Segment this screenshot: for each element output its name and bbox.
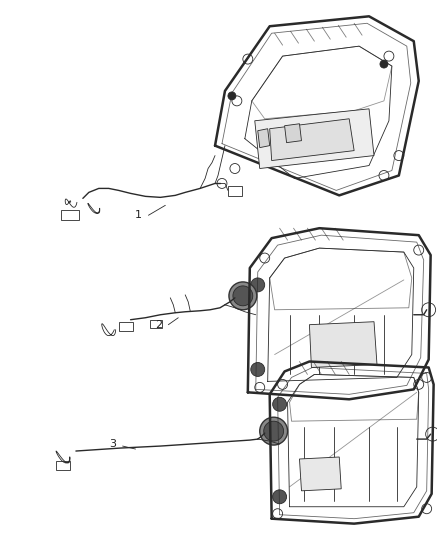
FancyBboxPatch shape [150, 320, 162, 328]
Circle shape [273, 397, 286, 411]
Text: 1: 1 [135, 210, 142, 220]
Circle shape [251, 278, 265, 292]
Circle shape [273, 490, 286, 504]
FancyBboxPatch shape [56, 461, 70, 470]
Polygon shape [255, 109, 374, 168]
Circle shape [264, 421, 283, 441]
Circle shape [380, 60, 388, 68]
Circle shape [260, 417, 288, 445]
Text: 2: 2 [155, 320, 162, 330]
Polygon shape [309, 322, 377, 367]
Text: 3: 3 [109, 439, 116, 449]
Polygon shape [270, 119, 354, 160]
Circle shape [251, 362, 265, 376]
FancyBboxPatch shape [119, 322, 133, 330]
FancyBboxPatch shape [228, 187, 242, 196]
Polygon shape [300, 457, 341, 491]
FancyBboxPatch shape [61, 211, 79, 220]
Polygon shape [285, 124, 301, 143]
Circle shape [233, 286, 253, 306]
Circle shape [228, 92, 236, 100]
Polygon shape [258, 129, 270, 148]
Circle shape [229, 282, 257, 310]
